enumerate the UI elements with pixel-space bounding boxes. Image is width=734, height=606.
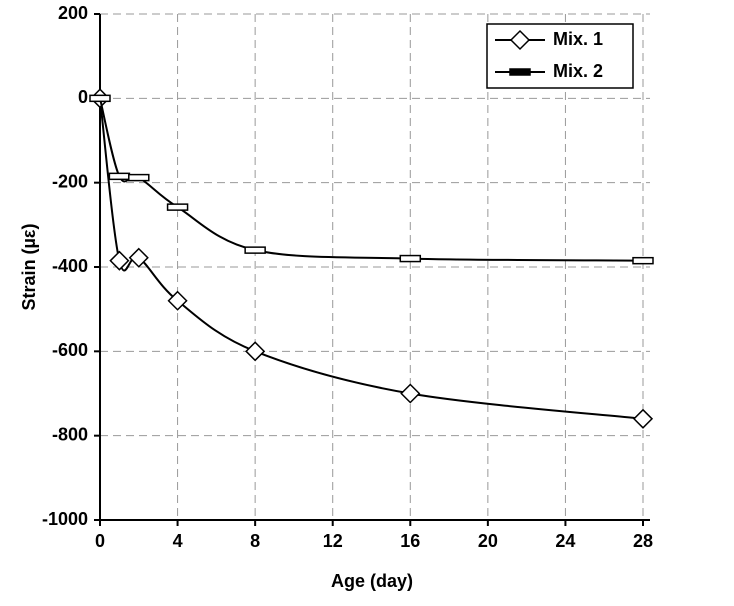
marker	[89, 94, 111, 103]
marker	[166, 203, 189, 211]
marker	[509, 68, 531, 76]
marker	[509, 29, 531, 51]
marker	[109, 250, 130, 271]
y-tick-label: -600	[52, 340, 88, 360]
marker	[245, 341, 266, 362]
y-tick-label: -400	[52, 256, 88, 276]
x-tick-label: 16	[400, 531, 420, 551]
y-tick-label: 0	[78, 87, 88, 107]
legend-box	[486, 23, 634, 89]
x-tick-label: 8	[250, 531, 260, 551]
x-tick-label: 4	[173, 531, 183, 551]
x-axis-label: Age (day)	[331, 571, 413, 591]
marker	[632, 256, 654, 265]
series-line	[99, 98, 644, 262]
marker	[167, 290, 188, 311]
x-tick-label: 12	[323, 531, 343, 551]
legend-label: Mix. 1	[553, 29, 603, 49]
x-tick-label: 0	[95, 531, 105, 551]
y-axis-label: Strain (µε)	[19, 224, 39, 311]
y-tick-label: -800	[52, 424, 88, 444]
marker	[632, 408, 654, 429]
marker	[244, 246, 266, 254]
marker	[128, 173, 150, 182]
y-tick-label: -1000	[42, 509, 88, 529]
legend-label: Mix. 2	[553, 61, 603, 81]
marker	[128, 247, 149, 268]
x-tick-label: 28	[633, 531, 653, 551]
x-tick-label: 24	[555, 531, 575, 551]
y-tick-label: -200	[52, 171, 88, 191]
marker	[108, 172, 131, 181]
marker	[400, 383, 421, 404]
x-tick-label: 20	[478, 531, 498, 551]
marker	[399, 254, 422, 263]
y-tick-label: 200	[58, 3, 88, 23]
